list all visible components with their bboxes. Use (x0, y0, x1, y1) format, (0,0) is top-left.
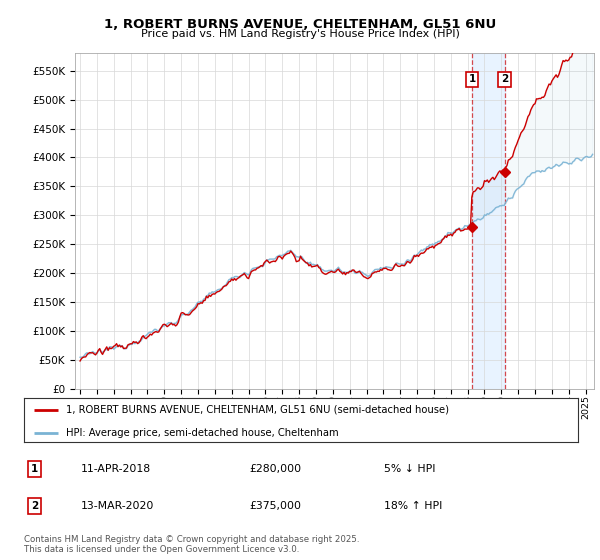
Text: Contains HM Land Registry data © Crown copyright and database right 2025.
This d: Contains HM Land Registry data © Crown c… (24, 535, 359, 554)
Text: 2: 2 (31, 501, 38, 511)
Text: 2: 2 (501, 74, 508, 84)
Text: £280,000: £280,000 (249, 464, 301, 474)
Text: 5% ↓ HPI: 5% ↓ HPI (384, 464, 436, 474)
Text: 18% ↑ HPI: 18% ↑ HPI (384, 501, 442, 511)
Text: 1: 1 (469, 74, 476, 84)
Text: 11-APR-2018: 11-APR-2018 (81, 464, 151, 474)
Bar (472, 53, 505, 389)
Text: 1, ROBERT BURNS AVENUE, CHELTENHAM, GL51 6NU (semi-detached house): 1, ROBERT BURNS AVENUE, CHELTENHAM, GL51… (65, 405, 449, 415)
Text: £375,000: £375,000 (249, 501, 301, 511)
Text: Price paid vs. HM Land Registry's House Price Index (HPI): Price paid vs. HM Land Registry's House … (140, 29, 460, 39)
Text: 13-MAR-2020: 13-MAR-2020 (81, 501, 154, 511)
Text: 1: 1 (31, 464, 38, 474)
Text: HPI: Average price, semi-detached house, Cheltenham: HPI: Average price, semi-detached house,… (65, 427, 338, 437)
Text: 1, ROBERT BURNS AVENUE, CHELTENHAM, GL51 6NU: 1, ROBERT BURNS AVENUE, CHELTENHAM, GL51… (104, 18, 496, 31)
